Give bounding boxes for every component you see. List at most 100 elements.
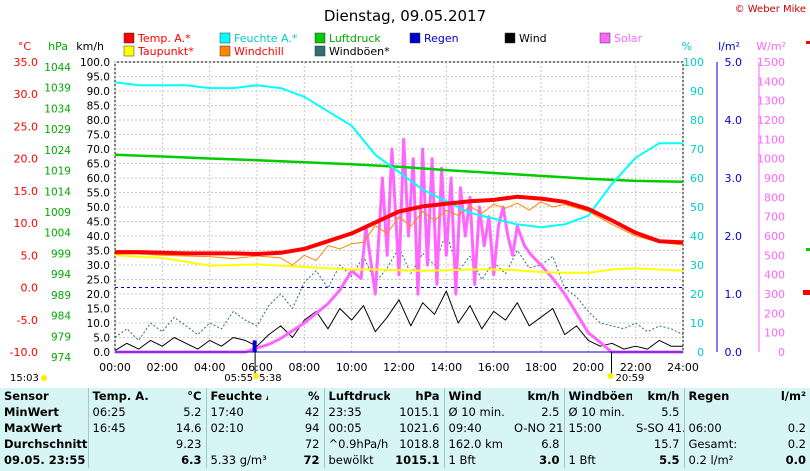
stats-cell: 1021.6	[399, 421, 440, 435]
legend-swatch	[314, 45, 326, 57]
stats-cell: 0.2 l/m²	[683, 452, 754, 468]
series-windchill	[115, 201, 684, 266]
x-tick-label: 10:00	[336, 361, 368, 374]
stats-row: MinWert 06:25 5.2 17:40 42 23:35 1015.1 Ø 10 mi…	[0, 404, 810, 420]
wind-axis-tick: 0.0	[93, 347, 110, 359]
humidity-axis-tick: 0	[697, 346, 704, 359]
stats-cell: Ø 10 min.	[563, 404, 632, 420]
solar-axis-tick: 1200	[757, 114, 785, 127]
stats-cell: 1018.8	[399, 437, 440, 451]
legend-swatch	[504, 32, 516, 44]
rain-axis-tick: 2.0	[725, 230, 743, 243]
stats-cell: 162.0 km	[443, 436, 510, 452]
stats-row: MaxWert 16:45 14.6 02:10 94 00:05 1021.6 09:40 O…	[0, 420, 810, 436]
stats-cell: 09:40	[443, 420, 510, 436]
stats-cell: 9.23	[175, 437, 202, 451]
stats-header-cell: Temp. A.	[87, 388, 148, 404]
series-solar	[115, 137, 683, 354]
stats-cell: ^0.9hPa/h	[323, 436, 390, 452]
solar-axis-tick: 100	[764, 327, 785, 340]
stats-cell: 2.5	[541, 405, 560, 419]
solar-axis-tick: 1100	[757, 133, 785, 146]
stats-row-label: Durchschnitt	[4, 437, 88, 451]
x-tick-label: 08:00	[288, 361, 320, 374]
stats-cell: 5.5	[661, 405, 680, 419]
weather-chart: 00:00 02:00 04:00 06:00 08:00 10:00 12:00 14:00…	[10, 7, 810, 384]
pressure-axis-tick: 1034	[44, 103, 71, 115]
chart-title: Dienstag, 09.05.2017	[324, 7, 486, 25]
stats-cell: 1015.1	[399, 405, 440, 419]
wind-axis-tick: 5.0	[93, 333, 110, 345]
stats-row: 09.05. 23:55 6.3 5.33 g/m³ 72 bewölkt 1015.1 1…	[0, 452, 810, 468]
series-windb-en	[114, 232, 684, 341]
stats-cell: 3.0	[539, 453, 560, 467]
stats-cell: 15.7	[653, 437, 680, 451]
rain-axis-tick: 0.0	[725, 346, 743, 359]
stats-cell: 1015.1	[395, 453, 440, 467]
stats-cell: bewölkt	[323, 452, 390, 468]
temp-axis-tick: 35.0	[14, 56, 39, 69]
stats-header-cell: km/h	[647, 389, 680, 403]
stats-cell: Gesamt:	[683, 436, 754, 452]
solar-axis-tick: 600	[764, 230, 785, 243]
legend-label: Wind	[519, 32, 547, 45]
temp-axis-tick: 5.0	[21, 249, 39, 262]
sunrise-sun-icon	[253, 373, 260, 379]
stats-cell: 1 Bft	[443, 452, 510, 468]
stats-cell: S-SO 41.0	[636, 421, 684, 435]
stats-header-cell: Wind	[443, 388, 510, 404]
wind-axis-tick: 75.0	[87, 130, 110, 142]
stats-cell: 02:10	[205, 420, 268, 436]
humidity-axis-tick: 80	[690, 114, 704, 127]
stats-cell: 14.6	[175, 421, 202, 435]
wind-axis-tick: 95.0	[87, 72, 110, 84]
pressure-axis-tick: 1019	[44, 166, 71, 178]
legend-label: Temp. A.*	[137, 32, 191, 45]
temp-axis-tick: -10.0	[10, 346, 38, 359]
wind-axis-tick: 100.0	[80, 57, 110, 69]
solar-axis-tick: 1000	[757, 153, 785, 166]
solar-axis-tick: 400	[764, 269, 785, 282]
sunrise-label: 05:55	[224, 373, 253, 384]
pressure-axis-tick: 979	[51, 331, 71, 343]
stats-row-label: MinWert	[4, 405, 59, 419]
humidity-axis-tick: 70	[690, 143, 704, 156]
wind-axis-tick: 80.0	[87, 115, 110, 127]
wind-axis-tick: 50.0	[87, 202, 110, 214]
x-tick-label: 18:00	[525, 361, 557, 374]
stats-cell	[754, 404, 810, 420]
daylength-sun-icon	[41, 375, 47, 381]
legend-swatch	[599, 32, 611, 44]
stats-cell: 1 Bft	[563, 452, 632, 468]
wind-axis-tick: 60.0	[87, 173, 110, 185]
humidity-axis-tick: 40	[690, 230, 704, 243]
legend-label: Windchill	[234, 45, 284, 58]
stats-cell: 5.2	[183, 405, 202, 419]
stats-cell: 5.5	[659, 453, 680, 467]
solar-axis-tick: 300	[764, 288, 785, 301]
legend-label: Taupunkt*	[137, 45, 194, 58]
pressure-axis-tick: 994	[51, 269, 71, 281]
wind-axis-tick: 40.0	[87, 231, 110, 243]
stats-cell	[563, 436, 632, 452]
stats-cell: 0.0	[785, 453, 806, 467]
pressure-axis-tick: 1009	[44, 207, 71, 219]
series-temp-a	[115, 194, 684, 256]
stats-cell: 0.2	[787, 421, 806, 435]
temp-axis-tick: 20.0	[14, 153, 39, 166]
legend-label: Solar	[614, 32, 643, 45]
stats-cell	[205, 436, 268, 452]
x-tick-label: 12:00	[383, 361, 415, 374]
stats-cell	[87, 436, 148, 452]
legend-swatch	[123, 45, 135, 57]
rain-axis-label: l/m²	[718, 40, 740, 53]
x-tick-label: 04:00	[194, 361, 226, 374]
stats-row-label: 09.05. 23:55	[4, 453, 86, 467]
stats-cell	[87, 452, 148, 468]
series-feuchte-a	[114, 81, 683, 229]
legend-swatch	[219, 32, 231, 44]
humidity-axis-label: %	[682, 40, 692, 53]
copyright: © Weber Mike	[734, 4, 806, 15]
rain-axis-tick: 3.0	[725, 172, 743, 185]
